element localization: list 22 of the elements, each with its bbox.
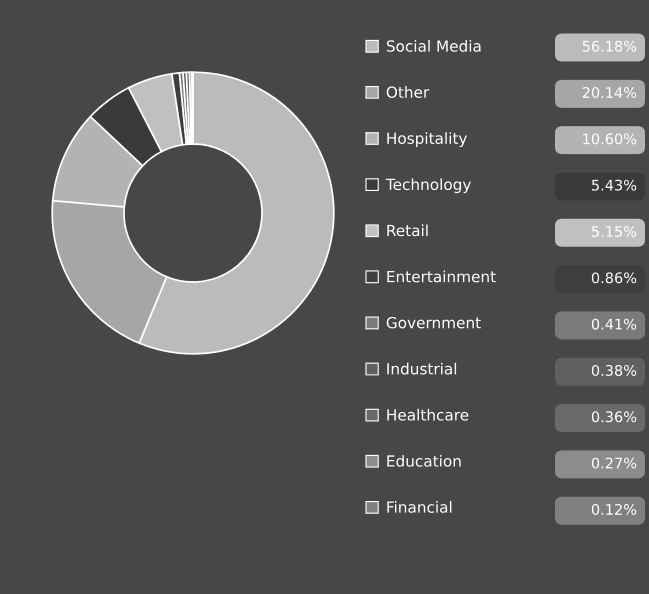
data-label: 0.36% bbox=[592, 411, 636, 422]
data-label: 0.86% bbox=[592, 272, 636, 284]
data-label: 0.27% bbox=[592, 458, 636, 469]
legend-label: Retail bbox=[387, 224, 428, 236]
legend-label: Education bbox=[387, 454, 461, 467]
data-label: 0.12% bbox=[592, 504, 636, 515]
data-label: 0.38% bbox=[592, 364, 636, 376]
legend-label: Government bbox=[386, 316, 481, 328]
data-label: 5.15% bbox=[592, 226, 636, 237]
legend-label: Hospitality bbox=[387, 132, 468, 147]
data-label: 0.41% bbox=[592, 318, 636, 330]
data-label: 56.18% bbox=[582, 40, 636, 52]
legend-label: Social Media bbox=[386, 40, 481, 52]
data-label: 20.14% bbox=[582, 87, 636, 98]
legend-label: Technology bbox=[386, 178, 471, 194]
legend-label: Entertainment bbox=[387, 270, 496, 282]
data-label: 5.43% bbox=[592, 180, 636, 191]
data-label: 10.60% bbox=[583, 133, 636, 144]
legend-label: Financial bbox=[387, 501, 452, 513]
legend-label: Industrial bbox=[387, 362, 456, 375]
legend-label: Healthcare bbox=[387, 408, 468, 421]
legend-label: Other bbox=[386, 86, 430, 98]
